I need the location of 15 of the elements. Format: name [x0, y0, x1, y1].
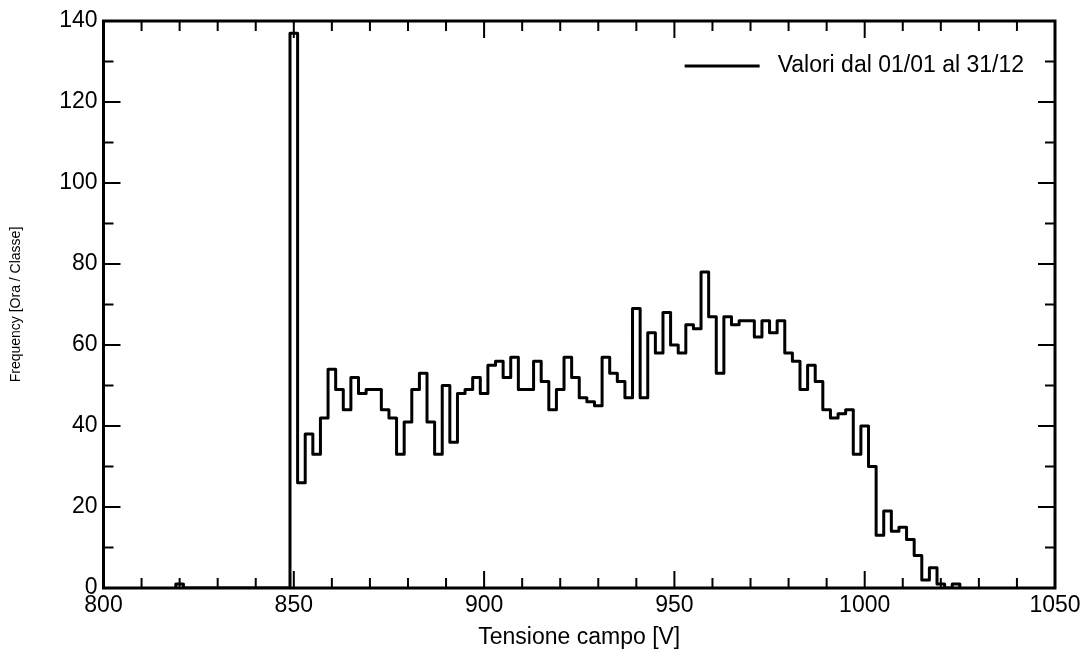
x-tick-label: 1050 [1029, 591, 1081, 618]
y-tick-label: 140 [59, 6, 98, 33]
y-tick-label: 120 [59, 87, 98, 114]
x-tick-label: 900 [464, 591, 504, 618]
y-tick-label: 20 [71, 492, 98, 519]
y-tick-label: 40 [71, 411, 98, 438]
y-tick-label: 80 [71, 249, 98, 276]
x-tick-label: 1000 [839, 591, 891, 618]
x-tick-label: 850 [274, 591, 313, 618]
y-axis-title: Frequency [Ora / Classe] [7, 226, 24, 383]
y-tick-label: 100 [59, 168, 98, 195]
legend-label: Valori dal 01/01 al 31/12 [777, 51, 1025, 78]
x-axis-title: Tensione campo [V] [478, 622, 681, 649]
y-tick-label: 60 [71, 330, 98, 357]
x-tick-label: 950 [655, 591, 694, 618]
